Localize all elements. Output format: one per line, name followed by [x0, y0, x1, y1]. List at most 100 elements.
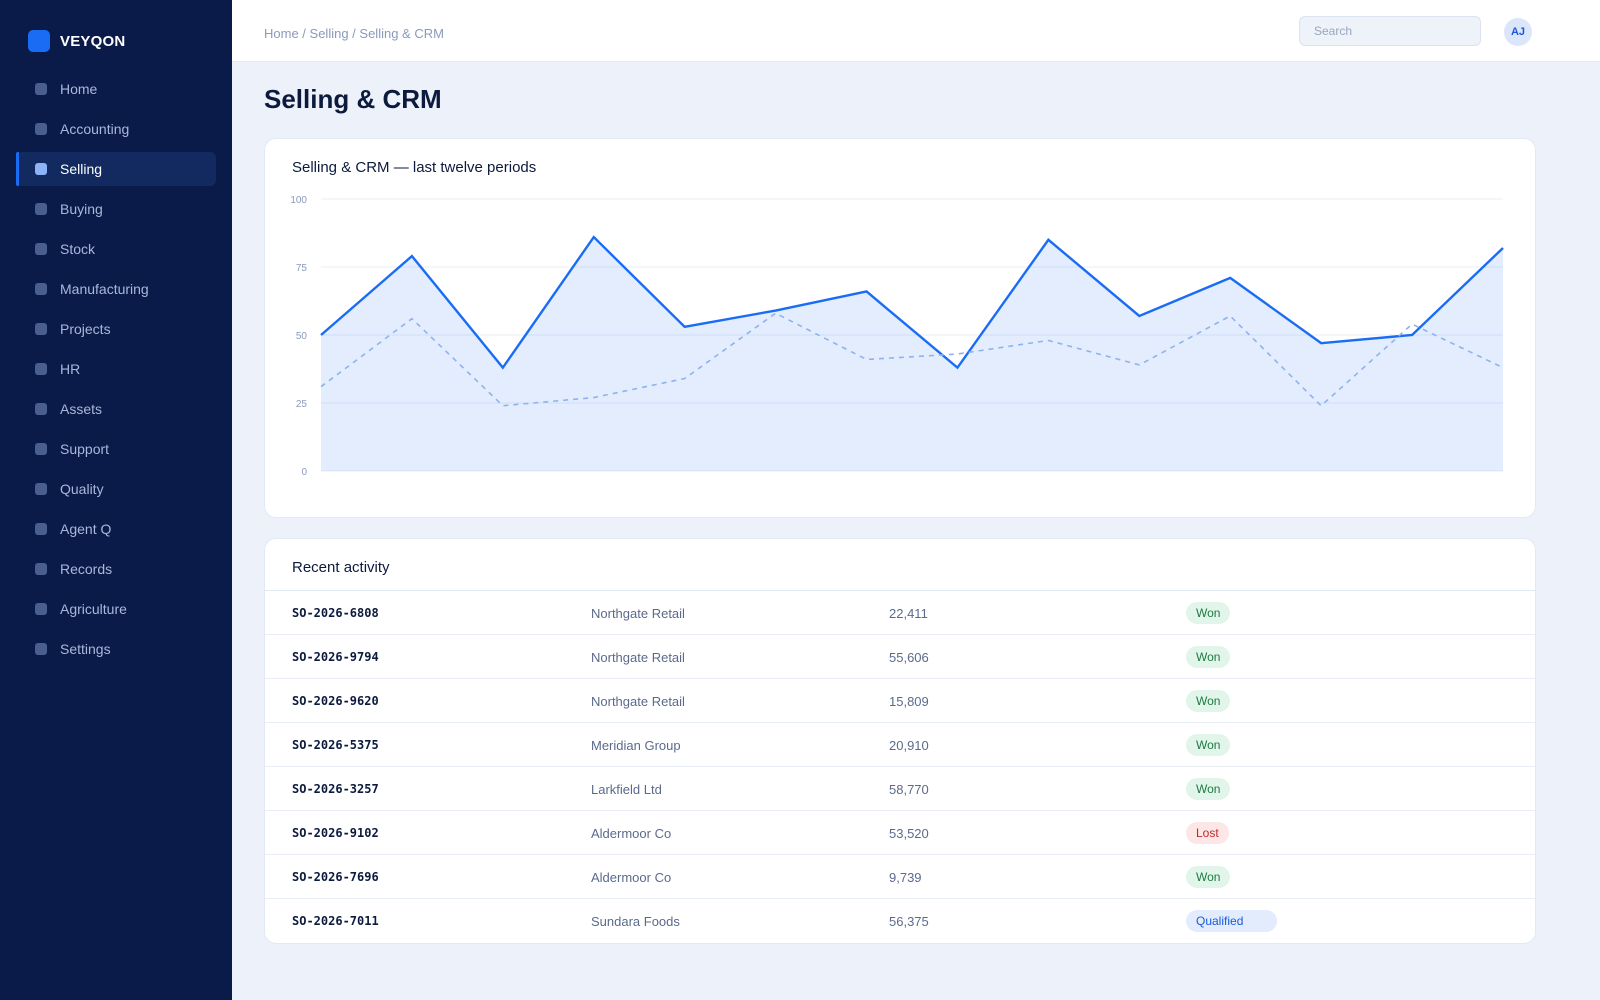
brand[interactable]: VEYQON — [28, 30, 125, 52]
topbar: Home / Selling / Selling & CRM AJ — [232, 0, 1600, 62]
y-tick-label: 50 — [296, 331, 308, 342]
sidebar-item-accounting[interactable]: Accounting — [16, 112, 216, 146]
sidebar-item-label: Agriculture — [60, 601, 127, 617]
series-line-1 — [320, 235, 1504, 370]
table-row[interactable]: SO-2026-7696 Aldermoor Co 9,739 Won — [265, 855, 1535, 899]
status-cell: Won — [1186, 635, 1231, 679]
sidebar-item-quality[interactable]: Quality — [16, 472, 216, 506]
sidebar-item-label: Selling — [60, 161, 103, 177]
table-row[interactable]: SO-2026-6808 Northgate Retail 22,411 Won — [265, 591, 1535, 635]
status-badge: Won — [1186, 602, 1231, 624]
customer-name: Northgate Retail — [591, 649, 685, 665]
order-id[interactable]: SO-2026-9620 — [292, 694, 379, 708]
sidebar-item-label: Buying — [60, 201, 103, 217]
order-id[interactable]: SO-2026-7696 — [292, 870, 379, 884]
sidebar-item-buying[interactable]: Buying — [16, 192, 216, 226]
amount: 53,520 — [889, 825, 929, 841]
activity-title: Recent activity — [292, 559, 390, 576]
sidebar-nav: Home Accounting Selling Buying Stock Manufact… — [16, 72, 216, 672]
table-row[interactable]: SO-2026-5375 Meridian Group 20,910 Won — [265, 723, 1535, 767]
activity-card: Recent activity SO-2026-6808 Northgate Re… — [264, 538, 1536, 944]
amount: 56,375 — [889, 913, 929, 929]
sidebar-item-hr[interactable]: HR — [16, 352, 216, 386]
y-tick-label: 25 — [296, 399, 308, 410]
sidebar-item-support[interactable]: Support — [16, 432, 216, 466]
amount: 20,910 — [889, 737, 929, 753]
breadcrumb-item: Selling & CRM — [359, 26, 444, 41]
activity-list: SO-2026-6808 Northgate Retail 22,411 Won SO-… — [265, 591, 1535, 943]
order-id[interactable]: SO-2026-9794 — [292, 650, 379, 664]
status-badge: Won — [1186, 866, 1231, 888]
status-badge: Won — [1186, 690, 1231, 712]
avatar[interactable]: AJ — [1504, 18, 1532, 46]
status-cell: Won — [1186, 767, 1231, 811]
order-id[interactable]: SO-2026-3257 — [292, 782, 379, 796]
y-tick-label: 75 — [296, 263, 308, 274]
divider — [265, 590, 1535, 591]
nav-dot-icon — [35, 283, 47, 295]
nav-dot-icon — [35, 363, 47, 375]
customer-name: Northgate Retail — [591, 693, 685, 709]
sidebar-item-label: HR — [60, 361, 81, 377]
status-badge: Won — [1186, 646, 1231, 668]
sidebar-item-agent-q[interactable]: Agent Q — [16, 512, 216, 546]
table-row[interactable]: SO-2026-9102 Aldermoor Co 53,520 Lost — [265, 811, 1535, 855]
status-cell: Won — [1186, 723, 1231, 767]
status-badge: Won — [1186, 734, 1231, 756]
sidebar-item-label: Home — [60, 81, 98, 97]
order-id[interactable]: SO-2026-7011 — [292, 914, 379, 928]
sidebar-item-label: Accounting — [60, 121, 130, 137]
customer-name: Meridian Group — [591, 737, 681, 753]
sidebar-item-home[interactable]: Home — [16, 72, 216, 106]
sidebar-item-label: Assets — [60, 401, 103, 417]
breadcrumb-item[interactable]: Selling — [309, 26, 349, 41]
order-id[interactable]: SO-2026-9102 — [292, 826, 379, 840]
nav-dot-icon — [35, 523, 47, 535]
sidebar-item-agriculture[interactable]: Agriculture — [16, 592, 216, 626]
status-badge: Qualified — [1186, 910, 1278, 932]
sidebar-item-manufacturing[interactable]: Manufacturing — [16, 272, 216, 306]
order-id[interactable]: SO-2026-5375 — [292, 738, 379, 752]
sidebar-item-label: Records — [60, 561, 113, 577]
customer-name: Sundara Foods — [591, 913, 680, 929]
amount: 15,809 — [889, 693, 929, 709]
nav-dot-icon — [35, 603, 47, 615]
table-row[interactable]: SO-2026-9794 Northgate Retail 55,606 Won — [265, 635, 1535, 679]
nav-dot-icon — [35, 83, 47, 95]
brand-name: VEYQON — [60, 32, 126, 50]
y-tick-label: 100 — [290, 195, 307, 206]
status-badge: Won — [1186, 778, 1231, 800]
sidebar-item-label: Quality — [60, 481, 104, 497]
nav-dot-icon — [35, 243, 47, 255]
sidebar-item-label: Projects — [60, 321, 111, 337]
page-title: Selling & CRM — [264, 84, 442, 114]
order-id[interactable]: SO-2026-6808 — [292, 606, 379, 620]
status-cell: Won — [1186, 591, 1231, 635]
sidebar-item-records[interactable]: Records — [16, 552, 216, 586]
breadcrumb-separator: / — [348, 26, 360, 41]
brand-logo-icon — [28, 30, 50, 52]
sidebar-item-projects[interactable]: Projects — [16, 312, 216, 346]
search-input[interactable] — [1299, 16, 1481, 46]
table-row[interactable]: SO-2026-9620 Northgate Retail 15,809 Won — [265, 679, 1535, 723]
sidebar-item-stock[interactable]: Stock — [16, 232, 216, 266]
sidebar-item-label: Support — [60, 441, 110, 457]
status-cell: Qualified — [1186, 899, 1278, 943]
customer-name: Larkfield Ltd — [591, 781, 662, 797]
sidebar-item-settings[interactable]: Settings — [16, 632, 216, 666]
nav-dot-icon — [35, 203, 47, 215]
status-cell: Lost — [1186, 811, 1229, 855]
sidebar-item-assets[interactable]: Assets — [16, 392, 216, 426]
nav-dot-icon — [35, 483, 47, 495]
table-row[interactable]: SO-2026-3257 Larkfield Ltd 58,770 Won — [265, 767, 1535, 811]
line-chart: 0 25 50 75 100 — [290, 195, 1504, 478]
status-badge: Lost — [1186, 822, 1229, 844]
sidebar: VEYQON Home Accounting Selling Buying Stock M… — [0, 0, 232, 1000]
amount: 22,411 — [889, 605, 928, 621]
series-area — [321, 237, 1503, 471]
breadcrumb-item[interactable]: Home — [264, 26, 299, 41]
table-row[interactable]: SO-2026-7011 Sundara Foods 56,375 Qualified — [265, 899, 1535, 943]
sidebar-item-selling[interactable]: Selling — [16, 152, 216, 186]
customer-name: Aldermoor Co — [591, 825, 672, 841]
chart-card: 0 25 50 75 100 Selling & CRM — last twelve p… — [264, 138, 1536, 518]
